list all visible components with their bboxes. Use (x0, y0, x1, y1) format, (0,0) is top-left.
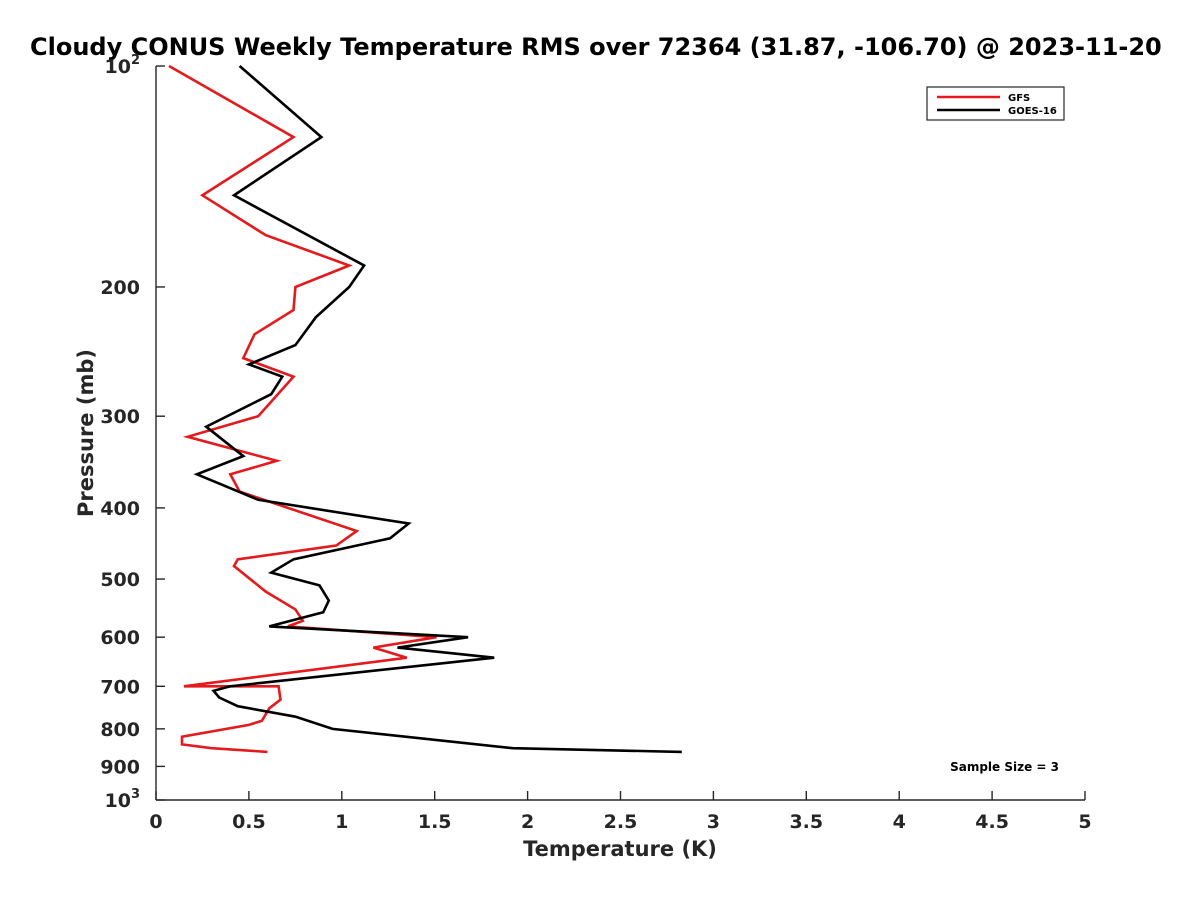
y-tick-label: 400 (100, 498, 140, 520)
legend-label-gfs: GFS (1008, 93, 1030, 104)
x-axis-label: Temperature (K) (523, 837, 717, 861)
y-axis-label: Pressure (mb) (74, 349, 98, 517)
y-tick-label: 800 (100, 719, 140, 741)
axes: 0 0.5 1 1.5 2 2.5 3 3.5 4 4.5 5 102 200 300 400 500 600 7… (100, 53, 1091, 833)
x-tick-label: 2.5 (604, 811, 638, 833)
x-tick-label: 1.5 (418, 811, 452, 833)
series-line-goes-16 (193, 65, 682, 754)
x-tick-label: 2 (521, 811, 534, 833)
y-tick-label: 300 (100, 406, 140, 428)
series-layer (168, 64, 682, 754)
y-tick-label: 200 (100, 277, 140, 299)
y-tick-label: 700 (100, 676, 140, 698)
legend: GFS GOES-16 (926, 86, 1065, 121)
chart-title: Cloudy CONUS Weekly Temperature RMS over… (30, 33, 1162, 61)
legend-box (926, 86, 1065, 121)
x-tick-label: 4 (893, 811, 906, 833)
series-line-gfs (168, 64, 437, 754)
x-tick-label: 3 (707, 811, 720, 833)
y-tick-label: 103 (105, 787, 141, 812)
x-tick-label: 4.5 (975, 811, 1009, 833)
legend-label-goes-16: GOES-16 (1008, 106, 1057, 117)
x-tick-label: 0 (149, 811, 162, 833)
y-tick-label: 102 (105, 53, 141, 78)
x-tick-label: 3.5 (789, 811, 823, 833)
y-tick-label: 500 (100, 569, 140, 591)
sample-size-annotation: Sample Size = 3 (950, 760, 1059, 774)
x-tick-label: 1 (335, 811, 348, 833)
y-tick-label: 600 (100, 627, 140, 649)
x-tick-label: 5 (1078, 811, 1091, 833)
x-tick-label: 0.5 (232, 811, 266, 833)
y-tick-label: 900 (100, 756, 140, 778)
